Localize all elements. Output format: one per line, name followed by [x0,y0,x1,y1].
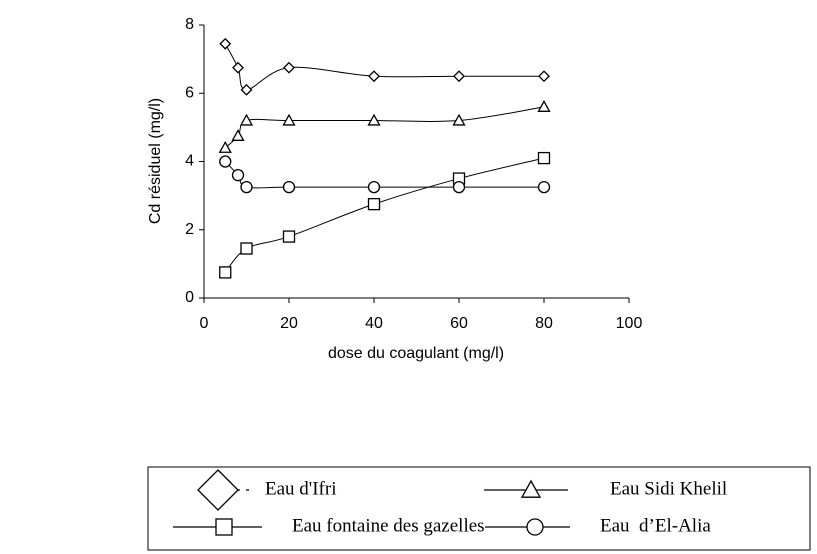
x-tick-label: 100 [616,315,643,332]
data-point [218,141,232,153]
data-point [283,61,295,74]
data-point [240,180,253,194]
legend-label: Eau d’El-Alia [600,515,711,536]
x-tick-label: 60 [450,315,468,332]
data-point [452,180,466,194]
legend-label: Eau Sidi Khelil [610,478,727,499]
y-axis-label: Cd résiduel (mg/l) [147,98,164,224]
y-tick-label: 2 [185,221,194,238]
data-point [219,37,232,50]
y-tick-label: 8 [185,16,194,33]
data-point [239,113,254,126]
data-point [240,242,253,255]
data-point [537,151,551,165]
data-point [367,180,381,194]
data-point [232,61,244,74]
x-tick-label: 0 [200,315,209,332]
data-point [367,113,381,126]
legend-marker [520,479,542,498]
data-point [537,180,551,194]
legend-label: Eau fontaine des gazelles [292,515,485,536]
data-point [452,113,466,126]
data-point [537,100,551,112]
x-axis-label: dose du coagulant (mg/l) [328,345,504,362]
y-tick-label: 6 [185,84,194,101]
x-tick-label: 80 [535,315,553,332]
data-point [282,113,296,126]
legend-marker [526,518,544,536]
data-point [219,266,232,279]
data-point [231,129,245,141]
legend-marker [215,518,233,536]
series-line [224,43,544,91]
y-tick-label: 0 [185,289,194,306]
legend-label: Eau d'Ifri [265,478,336,499]
legend-box [147,466,811,551]
data-point [282,180,296,194]
data-point [368,70,380,83]
x-tick-label: 20 [280,315,298,332]
series-line [224,161,544,189]
data-point [282,230,296,243]
data-point [231,168,245,182]
series-line [224,157,545,273]
data-point [538,70,550,83]
series-line [224,106,545,149]
data-point [240,83,253,96]
y-tick-label: 4 [185,153,194,170]
data-point [219,155,232,168]
data-point [453,70,465,83]
data-point [367,198,381,211]
x-tick-label: 40 [365,315,383,332]
legend-marker [197,469,239,511]
